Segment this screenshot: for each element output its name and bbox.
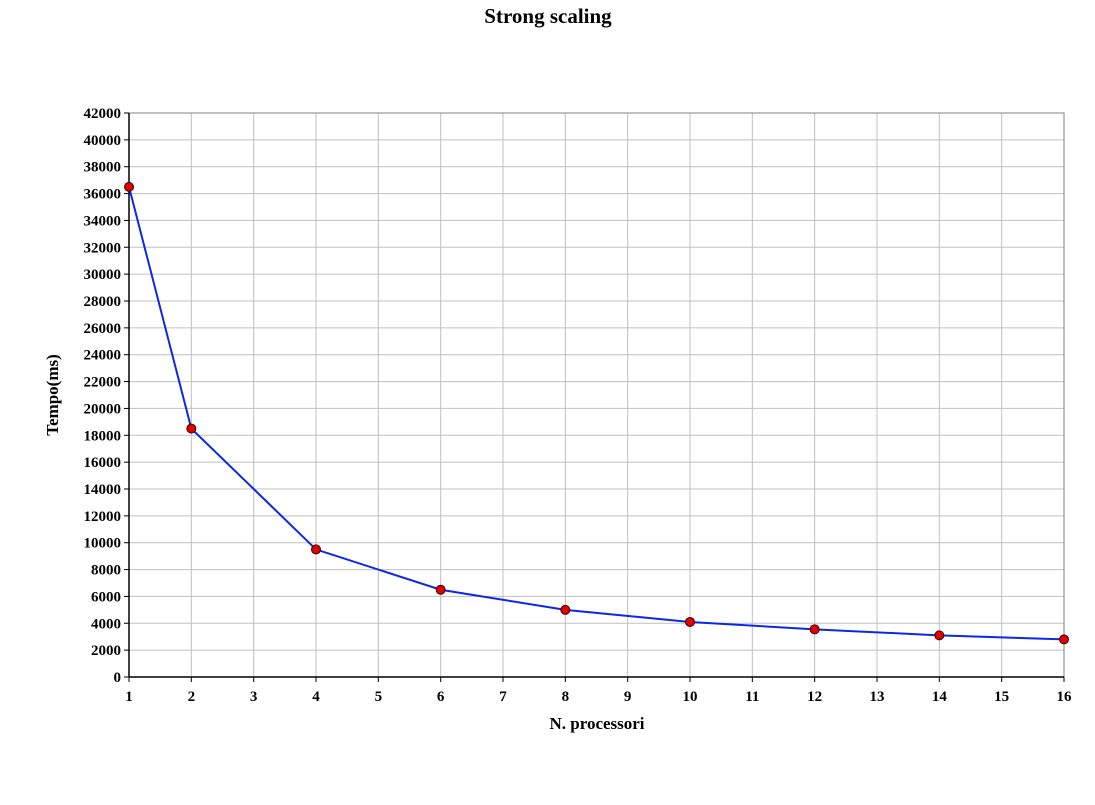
- x-tick-label: 10: [683, 689, 698, 705]
- y-tick-label: 18000: [84, 428, 122, 444]
- y-tick-label: 8000: [91, 563, 121, 579]
- x-tick-label: 6: [437, 689, 445, 705]
- y-tick-label: 42000: [84, 106, 122, 122]
- x-tick-labels: 1 2 3 4 5 6 7 8 9 10 11 12 13 14 15 16: [125, 677, 1072, 705]
- y-tick-label: 14000: [84, 482, 122, 498]
- x-tick-label: 7: [499, 689, 507, 705]
- data-point: [560, 604, 571, 615]
- series-layer: [124, 181, 1069, 645]
- x-axis-label: N. processori: [549, 714, 644, 733]
- x-tick-label: 8: [562, 689, 570, 705]
- y-tick-label: 4000: [91, 616, 121, 632]
- data-point: [124, 181, 134, 192]
- x-tick-label: 14: [932, 689, 948, 705]
- plot-frame: [128, 112, 1065, 678]
- y-tick-label: 36000: [84, 187, 122, 203]
- data-point: [311, 544, 321, 555]
- y-tick-label: 12000: [84, 509, 122, 525]
- x-tick-label: 5: [375, 689, 383, 705]
- data-point: [809, 624, 820, 635]
- y-tick-label: 20000: [84, 401, 122, 417]
- y-tick-label: 28000: [84, 294, 122, 310]
- y-tick-label: 26000: [84, 321, 122, 337]
- x-tick-label: 15: [994, 689, 1009, 705]
- grid: [128, 112, 1065, 678]
- x-tick-label: 4: [312, 689, 320, 705]
- data-point: [934, 630, 945, 641]
- y-tick-label: 22000: [84, 375, 122, 391]
- data-point: [186, 423, 197, 434]
- x-tick-label: 3: [250, 689, 258, 705]
- x-tick-label: 13: [870, 689, 885, 705]
- y-tick-label: 34000: [84, 213, 122, 229]
- x-tick-label: 16: [1057, 689, 1073, 705]
- y-tick-label: 10000: [84, 536, 122, 552]
- y-tick-label: 24000: [84, 348, 122, 364]
- x-tick-label: 12: [807, 689, 822, 705]
- y-axis-label: Tempo(ms): [43, 354, 62, 436]
- y-tick-label: 0: [114, 670, 122, 686]
- data-point: [685, 616, 695, 627]
- y-tick-labels: 0 2000 4000 6000 8000 10000 12000 14000 16000 180…: [84, 106, 129, 686]
- x-tick-label: 1: [125, 689, 133, 705]
- y-tick-label: 2000: [91, 643, 121, 659]
- data-point: [1059, 634, 1069, 645]
- x-tick-label: 11: [745, 689, 759, 705]
- series-line: [128, 186, 1065, 641]
- x-tick-label: 9: [624, 689, 632, 705]
- y-tick-label: 6000: [91, 589, 121, 605]
- y-tick-label: 38000: [84, 160, 122, 176]
- y-tick-label: 30000: [84, 267, 122, 283]
- y-tick-label: 32000: [84, 240, 122, 256]
- data-point: [435, 584, 446, 595]
- y-tick-label: 40000: [84, 133, 122, 149]
- y-tick-label: 16000: [84, 455, 122, 471]
- x-tick-label: 2: [188, 689, 196, 705]
- chart-title: Strong scaling: [484, 4, 612, 28]
